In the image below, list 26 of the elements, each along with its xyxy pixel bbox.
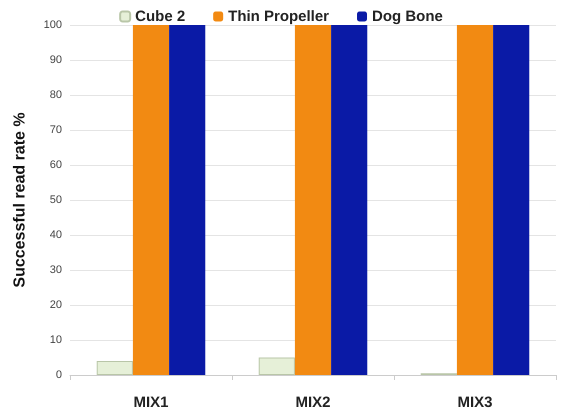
legend-label: Cube 2 — [135, 8, 186, 25]
y-tick-label: 40 — [50, 229, 62, 241]
y-tick-label: 90 — [50, 54, 62, 66]
y-tick-label: 80 — [50, 89, 62, 101]
bar — [331, 25, 368, 375]
bar — [169, 25, 206, 375]
y-tick-label: 50 — [50, 194, 62, 206]
y-tick-label: 10 — [50, 334, 62, 346]
y-tick-label: 60 — [50, 159, 62, 171]
x-tick-label: MIX3 — [457, 394, 493, 411]
bar — [132, 25, 170, 375]
bar — [258, 358, 295, 375]
y-tick-label: 20 — [50, 299, 62, 311]
y-tick-label: 30 — [50, 264, 62, 276]
y-tick-label: 70 — [50, 124, 62, 136]
y-tick-label: 100 — [44, 19, 62, 31]
bar — [456, 25, 494, 375]
x-tick-label: MIX2 — [295, 394, 331, 411]
y-tick-label: 0 — [56, 369, 62, 381]
legend-label: Thin Propeller — [228, 8, 330, 25]
x-tick-label: MIX1 — [133, 394, 169, 411]
bar — [96, 361, 133, 375]
bar — [493, 25, 530, 375]
bar — [294, 25, 332, 375]
legend-label: Dog Bone — [372, 8, 443, 25]
y-axis-title: Successful read rate % — [12, 112, 28, 288]
